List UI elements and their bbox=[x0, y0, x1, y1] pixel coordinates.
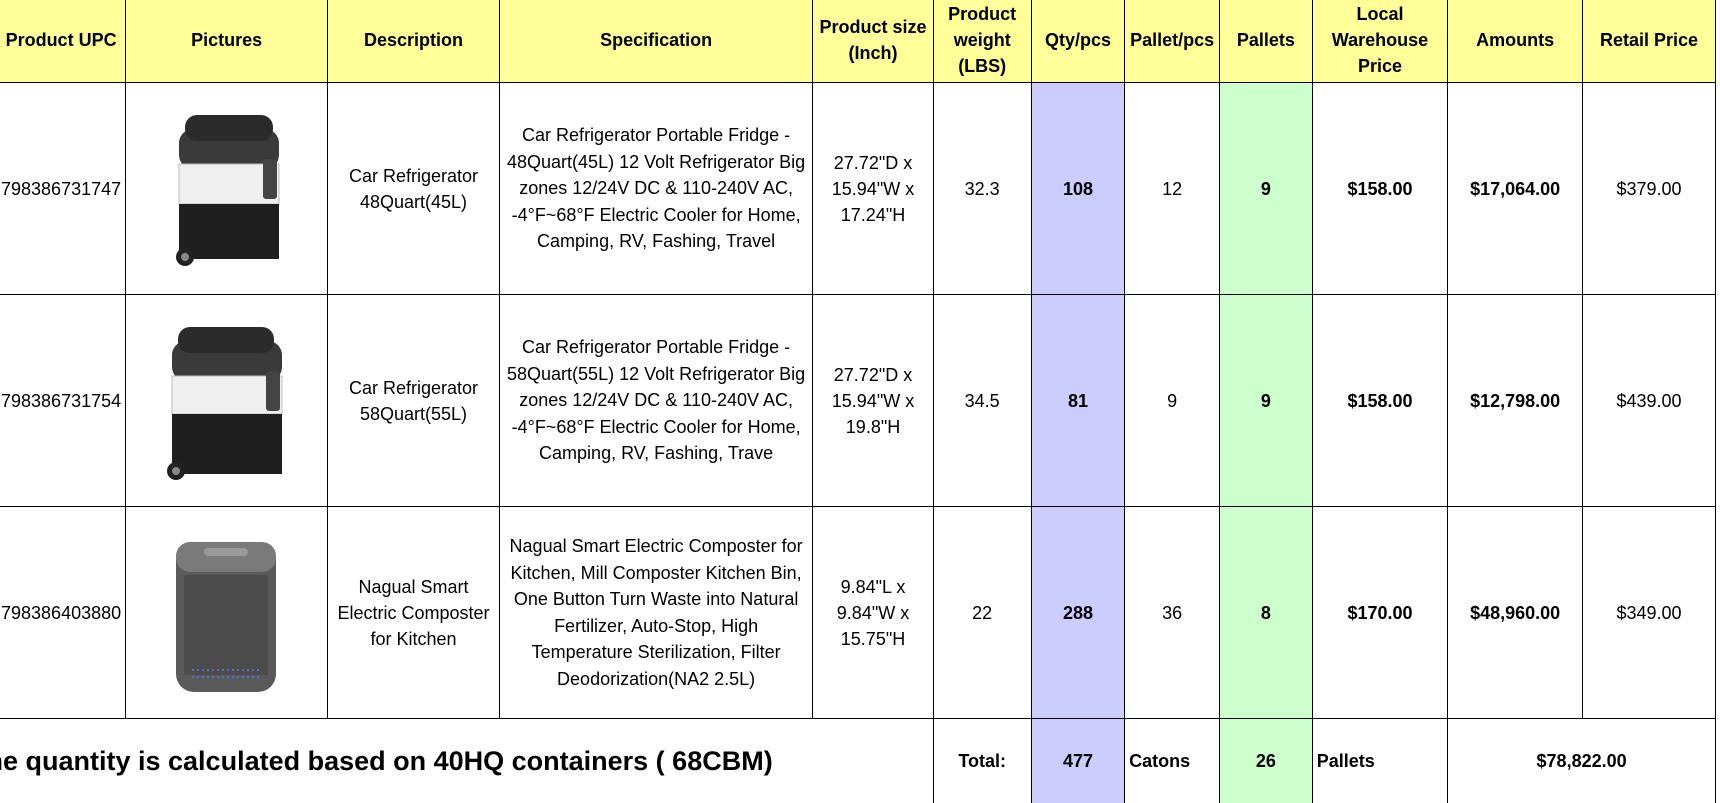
header-row: Product UPC Pictures Description Specifi… bbox=[0, 0, 1716, 83]
container-note-text: he quantity is calculated based on 40HQ … bbox=[0, 748, 773, 774]
retail-price-cell: $379.00 bbox=[1583, 83, 1716, 295]
pallet-pcs-cell: 36 bbox=[1125, 507, 1220, 719]
retail-price-cell: $349.00 bbox=[1583, 507, 1716, 719]
header-amounts: Amounts bbox=[1448, 0, 1583, 83]
car-refrigerator-icon bbox=[167, 109, 287, 269]
header-pictures: Pictures bbox=[126, 0, 328, 83]
weight-cell: 32.3 bbox=[933, 83, 1031, 295]
header-local-price: Local Warehouse Price bbox=[1312, 0, 1447, 83]
total-qty: 477 bbox=[1031, 719, 1124, 803]
header-description: Description bbox=[328, 0, 500, 83]
size-cell: 9.84"L x 9.84"W x 15.75"H bbox=[813, 507, 933, 719]
header-pallets: Pallets bbox=[1220, 0, 1313, 83]
local-price-cell: $158.00 bbox=[1312, 295, 1447, 507]
amounts-cell: $12,798.00 bbox=[1448, 295, 1583, 507]
amounts-cell: $17,064.00 bbox=[1448, 83, 1583, 295]
picture-cell bbox=[126, 507, 328, 719]
local-price-cell: $158.00 bbox=[1312, 83, 1447, 295]
size-cell: 27.72"D x 15.94"W x 19.8"H bbox=[813, 295, 933, 507]
upc-cell: 798386731747 bbox=[0, 83, 126, 295]
grand-total: $78,822.00 bbox=[1448, 719, 1716, 803]
amounts-cell: $48,960.00 bbox=[1448, 507, 1583, 719]
retail-price-cell: $439.00 bbox=[1583, 295, 1716, 507]
qty-cell: 81 bbox=[1031, 295, 1124, 507]
pallets-cell: 9 bbox=[1220, 83, 1313, 295]
table-row: 798386731754 Car Refrigerator 58Quart(55… bbox=[0, 295, 1716, 507]
qty-cell: 108 bbox=[1031, 83, 1124, 295]
header-size: Product size (Inch) bbox=[813, 0, 933, 83]
pallets-cell: 9 bbox=[1220, 295, 1313, 507]
weight-cell: 22 bbox=[933, 507, 1031, 719]
pallet-pcs-cell: 12 bbox=[1125, 83, 1220, 295]
total-label: Total: bbox=[933, 719, 1031, 803]
pallet-pcs-cell: 9 bbox=[1125, 295, 1220, 507]
catons-label: Catons bbox=[1125, 719, 1220, 803]
composter-icon bbox=[164, 530, 289, 695]
specification-cell: Nagual Smart Electric Composter for Kitc… bbox=[499, 507, 813, 719]
table-row: 798386403880 Nagual Smart Electric Compo… bbox=[0, 507, 1716, 719]
header-pallet-pcs: Pallet/pcs bbox=[1125, 0, 1220, 83]
header-qty: Qty/pcs bbox=[1031, 0, 1124, 83]
car-refrigerator-icon bbox=[162, 321, 292, 481]
upc-cell: 798386403880 bbox=[0, 507, 126, 719]
size-cell: 27.72"D x 15.94"W x 17.24"H bbox=[813, 83, 933, 295]
pallets-cell: 8 bbox=[1220, 507, 1313, 719]
pallets-label: Pallets bbox=[1312, 719, 1447, 803]
upc-cell: 798386731754 bbox=[0, 295, 126, 507]
picture-cell bbox=[126, 295, 328, 507]
header-weight: Product weight (LBS) bbox=[933, 0, 1031, 83]
totals-row: he quantity is calculated based on 40HQ … bbox=[0, 719, 1716, 803]
container-note: he quantity is calculated based on 40HQ … bbox=[0, 719, 933, 803]
description-cell: Car Refrigerator 48Quart(45L) bbox=[328, 83, 500, 295]
description-cell: Nagual Smart Electric Composter for Kitc… bbox=[328, 507, 500, 719]
table-row: 798386731747 Car Refrigerator 48Quart(45… bbox=[0, 83, 1716, 295]
qty-cell: 288 bbox=[1031, 507, 1124, 719]
specification-cell: Car Refrigerator Portable Fridge - 48Qua… bbox=[499, 83, 813, 295]
specification-cell: Car Refrigerator Portable Fridge - 58Qua… bbox=[499, 295, 813, 507]
local-price-cell: $170.00 bbox=[1312, 507, 1447, 719]
header-retail: Retail Price bbox=[1583, 0, 1716, 83]
weight-cell: 34.5 bbox=[933, 295, 1031, 507]
picture-cell bbox=[126, 83, 328, 295]
header-specification: Specification bbox=[499, 0, 813, 83]
total-pallets: 26 bbox=[1220, 719, 1313, 803]
header-upc: Product UPC bbox=[0, 0, 126, 83]
description-cell: Car Refrigerator 58Quart(55L) bbox=[328, 295, 500, 507]
